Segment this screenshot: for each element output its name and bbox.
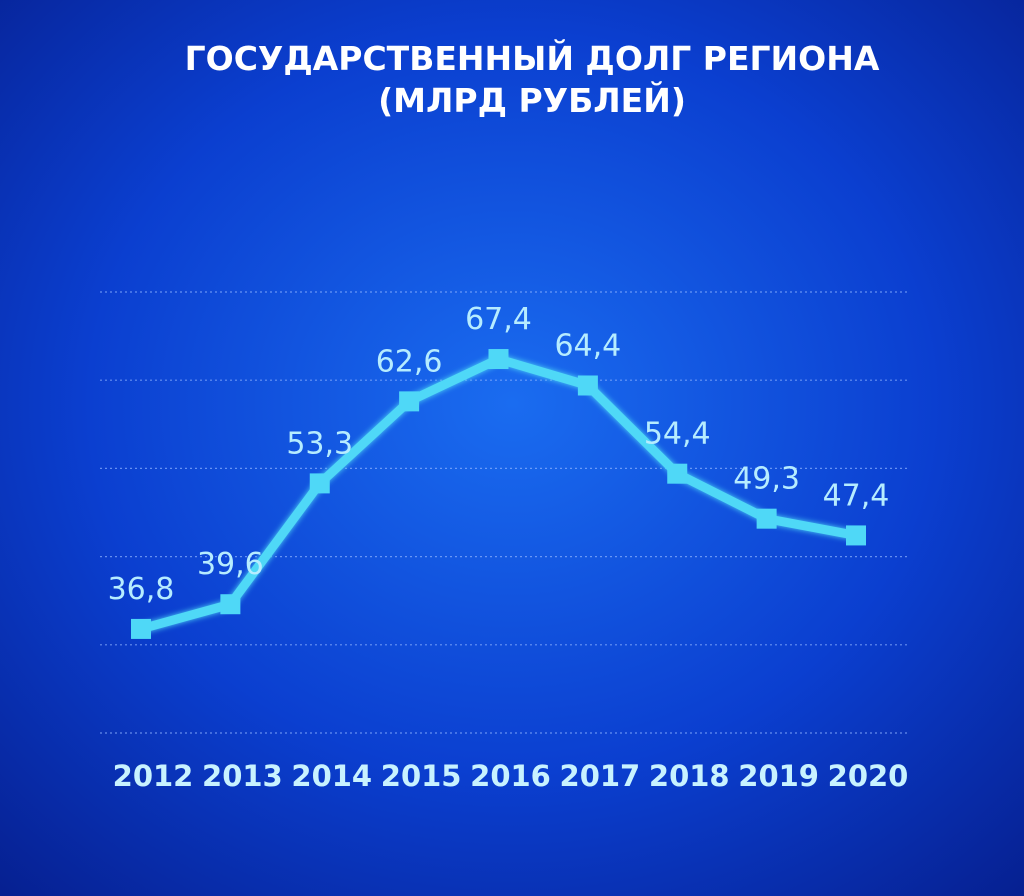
x-tick-label: 2013 (202, 759, 283, 793)
data-label: 47,4 (823, 478, 890, 513)
x-tick-label: 2017 (560, 759, 641, 793)
data-label: 36,8 (108, 572, 175, 607)
chart-title: ГОСУДАРСТВЕННЫЙ ДОЛГ РЕГИОНА (185, 38, 880, 78)
x-tick-label: 2015 (381, 759, 462, 793)
data-point (846, 525, 866, 546)
data-label: 67,4 (465, 302, 532, 337)
data-label: 64,4 (554, 328, 621, 363)
data-point (488, 349, 509, 370)
data-label: 39,6 (197, 547, 264, 582)
data-label: 54,4 (644, 417, 711, 452)
data-label: 53,3 (286, 426, 353, 461)
data-label: 49,3 (733, 462, 800, 497)
data-label: 62,6 (376, 344, 443, 379)
data-point (131, 618, 151, 639)
data-point (756, 508, 777, 529)
chart-title: (МЛРД РУБЛЕЙ) (378, 80, 686, 120)
x-tick-label: 2012 (113, 759, 194, 793)
x-tick-label: 2016 (470, 759, 551, 793)
x-tick-label: 2018 (649, 759, 730, 793)
x-tick-label: 2014 (291, 759, 372, 793)
data-point (309, 473, 330, 494)
data-point (667, 463, 688, 484)
data-point (577, 375, 598, 396)
data-point (399, 391, 420, 412)
x-tick-label: 2019 (738, 759, 819, 793)
x-tick-label: 2020 (828, 759, 909, 793)
data-point (220, 594, 241, 615)
